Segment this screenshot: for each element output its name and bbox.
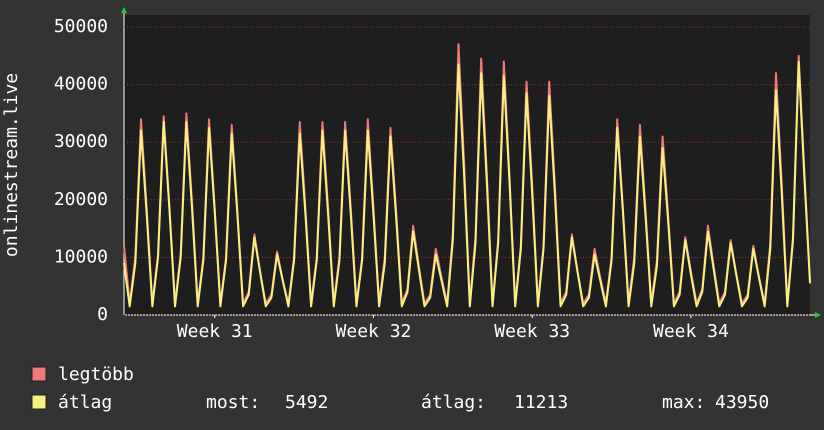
y-tick-label: 30000 [54,131,108,152]
plot-area [124,15,810,315]
x-tick-label: Week 34 [653,321,729,342]
stat-label: most: [206,392,260,413]
y-tick-label: 10000 [54,246,108,267]
legend-swatch [31,394,47,410]
y-tick-label: 40000 [54,74,108,95]
stat-label: átlag: [421,392,486,413]
y-tick-label: 20000 [54,189,108,210]
axis-arrow [815,312,821,318]
x-tick-label: Week 32 [336,321,412,342]
y-tick-label: 50000 [54,16,108,37]
stat-value: 5492 [285,392,328,413]
x-tick-label: Week 33 [494,321,570,342]
series-line [123,60,811,308]
stat-value: 43950 [715,392,769,413]
legend-label: legtöbb [58,364,134,385]
x-tick-label: Week 31 [177,321,253,342]
axis-arrow [121,7,127,13]
stat-label: max: [662,392,705,413]
legend-label: átlag [58,392,112,413]
stat-value: 11213 [514,392,568,413]
y-axis-title: onlinestream.live [1,73,22,257]
y-tick-label: 0 [97,304,108,325]
legend-swatch [31,366,47,382]
